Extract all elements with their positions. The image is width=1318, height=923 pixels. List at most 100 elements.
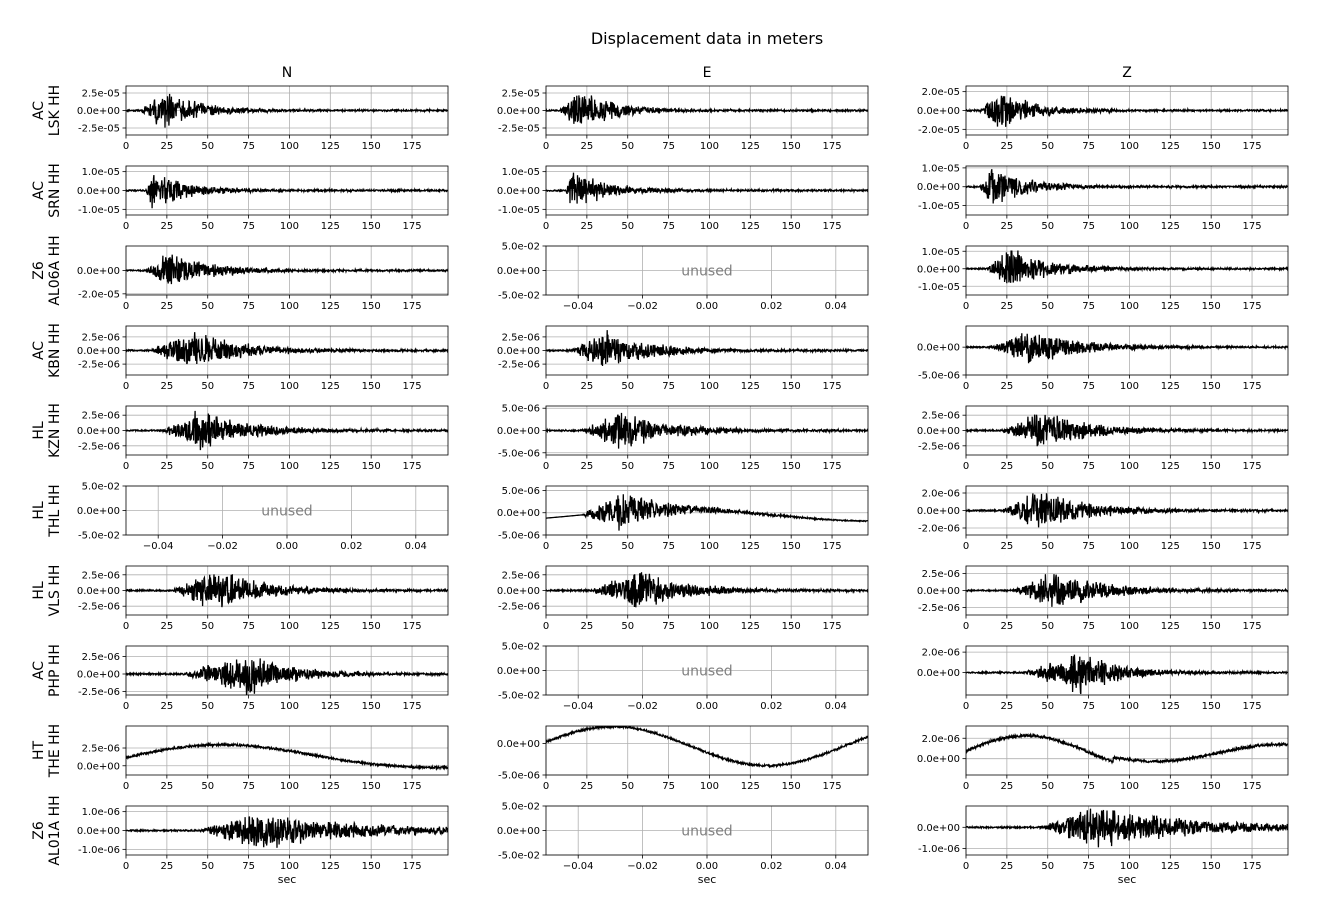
waveform-n (126, 816, 448, 848)
x-tick-label: 175 (1242, 861, 1261, 872)
x-tick-label: 125 (741, 141, 760, 152)
column-title-n: N (282, 65, 292, 81)
y-tick-label: 5.0e-02 (502, 802, 540, 813)
y-tick-label: -2.0e-05 (918, 125, 960, 136)
x-tick-label: 125 (1161, 301, 1180, 312)
panel-al06a-e: −0.04 −0.02 0.00 0.02 0.04 -5.0e-02 0.0e+00 5.0… (497, 242, 869, 312)
x-tick-label: 175 (1242, 221, 1261, 232)
y-tick-label: 0.0e+00 (77, 346, 120, 357)
x-tick-label: 100 (280, 461, 299, 472)
axes-frame (545, 325, 869, 376)
x-tick-label: 150 (1202, 781, 1221, 792)
x-tick-label: 175 (822, 541, 841, 552)
x-tick-label: 125 (321, 461, 340, 472)
x-tick-label: 0.02 (760, 861, 782, 872)
row-station-label: VLS HH (47, 565, 63, 617)
axes-frame (965, 405, 1289, 456)
x-tick-label: 125 (1161, 701, 1180, 712)
x-tick-label: −0.02 (627, 861, 658, 872)
x-tick-label: 50 (621, 781, 634, 792)
x-tick-label: 25 (580, 781, 593, 792)
x-tick-label: 100 (700, 141, 719, 152)
axes-frame (545, 725, 869, 776)
x-tick-label: 0 (963, 861, 969, 872)
x-tick-label: 150 (362, 701, 381, 712)
y-tick-label: 0.0e+00 (77, 761, 120, 772)
x-tick-label: 25 (1000, 621, 1013, 632)
unused-label: unused (261, 504, 312, 520)
x-tick-label: 100 (700, 461, 719, 472)
panel-the-e: 0 25 50 75 100 125 150 175 0.0e+00 -5.0e-06 (497, 725, 869, 792)
x-tick-label: 0 (963, 541, 969, 552)
axes-frame (125, 405, 449, 456)
y-tick-label: -2.0e-05 (78, 289, 120, 300)
x-tick-label: 50 (1041, 861, 1054, 872)
x-tick-label: 150 (782, 381, 801, 392)
x-tick-label: 0.00 (696, 861, 718, 872)
x-tick-label: 0.04 (825, 701, 847, 712)
panel-kbn-z: 0 25 50 75 100 125 150 175 0.0e+00 -5.0e-06 (917, 325, 1289, 392)
x-tick-label: 50 (201, 461, 214, 472)
y-tick-label: 2.0e-06 (922, 489, 960, 500)
waveform-e (546, 572, 868, 608)
x-tick-label: 75 (1082, 141, 1095, 152)
x-tick-label: 25 (160, 701, 173, 712)
x-tick-label: 50 (201, 301, 214, 312)
x-tick-label: 150 (782, 781, 801, 792)
y-tick-label: 0.0e+00 (77, 266, 120, 277)
y-tick-label: 2.5e-06 (922, 411, 960, 422)
x-tick-label: 25 (160, 621, 173, 632)
x-tick-label: 125 (1161, 141, 1180, 152)
panel-al01a-n: 0 25 50 75 100 125 150 175 1.0e-06 0.0e+00 -1.0e-0… (77, 805, 449, 872)
y-tick-label: -2.5e-06 (498, 602, 540, 613)
x-tick-label: 125 (321, 381, 340, 392)
y-tick-label: -2.5e-06 (918, 603, 960, 614)
panel-vls-z: 0 25 50 75 100 125 150 175 2.5e-06 0.0e+00 -2.5e-0… (917, 565, 1289, 632)
x-tick-label: 100 (700, 781, 719, 792)
axes-frame (545, 165, 869, 216)
y-tick-label: -1.0e-05 (918, 282, 960, 293)
x-tick-label: 125 (741, 381, 760, 392)
x-tick-label: 125 (1161, 381, 1180, 392)
x-tick-label: 100 (280, 701, 299, 712)
y-tick-label: -5.0e-06 (498, 771, 540, 782)
x-tick-label: 0 (123, 461, 129, 472)
x-tick-label: 0 (963, 141, 969, 152)
x-tick-label: 175 (1242, 141, 1261, 152)
y-tick-label: 0.0e+00 (497, 346, 540, 357)
x-tick-label: 175 (402, 301, 421, 312)
x-tick-label: 50 (621, 221, 634, 232)
x-tick-label: 75 (662, 461, 675, 472)
y-tick-label: 2.5e-06 (82, 332, 120, 343)
axes-frame (125, 805, 449, 856)
x-tick-label: 125 (321, 301, 340, 312)
row-station-label: THL HH (47, 484, 63, 537)
x-tick-label: 150 (1202, 461, 1221, 472)
y-tick-label: -1.0e-06 (918, 844, 960, 855)
x-tick-label: 0 (963, 221, 969, 232)
y-tick-label: 5.0e-02 (82, 482, 120, 493)
x-tick-label: 75 (1082, 541, 1095, 552)
x-tick-label: 75 (1082, 701, 1095, 712)
panel-kbn-e: 0 25 50 75 100 125 150 175 2.5e-06 0.0e+00 -2.5e-0… (497, 325, 869, 392)
x-tick-label: 75 (242, 141, 255, 152)
y-tick-label: -2.0e-06 (918, 524, 960, 535)
x-tick-label: 25 (1000, 221, 1013, 232)
x-tick-label: 75 (242, 301, 255, 312)
x-tick-label: 150 (362, 621, 381, 632)
panel-php-e: −0.04 −0.02 0.00 0.02 0.04 -5.0e-02 0.0e+00 5.0… (497, 642, 869, 712)
x-tick-label: 100 (700, 541, 719, 552)
y-tick-label: 1.0e-05 (82, 167, 120, 178)
x-tick-label: −0.04 (143, 541, 174, 552)
y-tick-label: -5.0e-02 (498, 851, 540, 862)
x-tick-label: 75 (1082, 461, 1095, 472)
x-tick-label: 25 (1000, 461, 1013, 472)
row-network-label: HL (31, 501, 47, 520)
panel-al01a-e: −0.04 −0.02 0.00 0.02 0.04 -5.0e-02 0.0e+00 5.0… (497, 802, 869, 872)
x-tick-label: 100 (1120, 461, 1139, 472)
panel-lsk-z: 0 25 50 75 100 125 150 175 2.0e-05 0.0e+00 -2.0e-0… (917, 85, 1289, 152)
y-tick-label: 1.0e-06 (82, 807, 120, 818)
y-tick-label: 0.0e+00 (497, 826, 540, 837)
figure-title: Displacement data in meters (591, 29, 823, 48)
row-label-1: AC SRN HH (31, 163, 63, 218)
